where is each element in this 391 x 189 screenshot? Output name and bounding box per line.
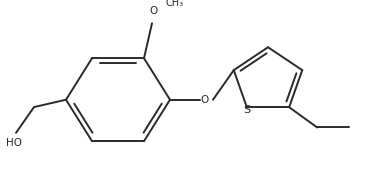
Text: O: O <box>150 6 158 16</box>
Text: S: S <box>243 105 250 115</box>
Text: HO: HO <box>6 138 22 148</box>
Text: O: O <box>201 95 209 105</box>
Text: CH₃: CH₃ <box>166 0 184 8</box>
